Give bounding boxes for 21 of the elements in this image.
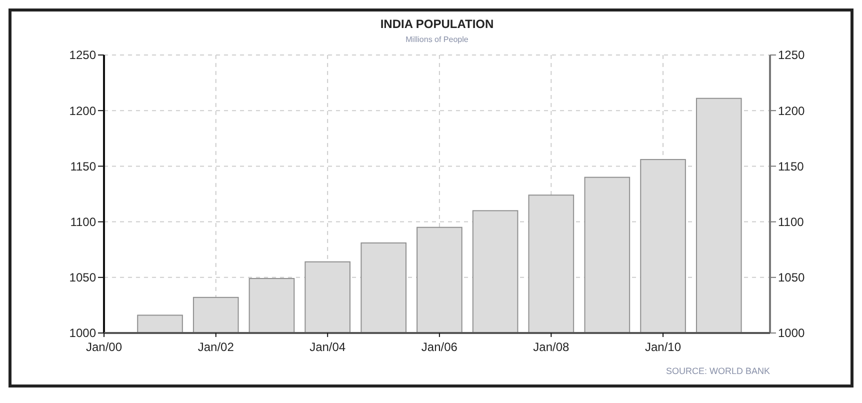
x-tick-label: Jan/08 bbox=[533, 340, 570, 354]
x-tick-label: Jan/10 bbox=[645, 340, 682, 354]
x-tick-label: Jan/00 bbox=[86, 340, 122, 354]
x-tick-label: Jan/06 bbox=[421, 340, 458, 354]
chart-title: INDIA POPULATION bbox=[380, 17, 494, 31]
chart-subtitle: Millions of People bbox=[406, 35, 469, 44]
y2-tick-label: 1100 bbox=[778, 215, 804, 229]
y-tick-label: 1100 bbox=[70, 215, 96, 229]
x-tick-label: Jan/02 bbox=[198, 340, 234, 354]
y2-tick-label: 1050 bbox=[778, 270, 806, 285]
y2-tick-label: 1250 bbox=[778, 48, 806, 62]
y2-tick-label: 1200 bbox=[778, 104, 806, 118]
y-tick-label: 1150 bbox=[70, 159, 96, 174]
x-tick-label: Jan/04 bbox=[310, 340, 346, 354]
source-note: SOURCE: WORLD BANK bbox=[666, 366, 770, 376]
y-tick-label: 1050 bbox=[69, 270, 96, 285]
y2-tick-label: 1000 bbox=[778, 326, 806, 340]
y-tick-label: 1200 bbox=[69, 104, 96, 118]
y-tick-label: 1000 bbox=[69, 326, 96, 340]
y2-tick-label: 1150 bbox=[778, 159, 804, 174]
y-tick-label: 1250 bbox=[69, 48, 96, 62]
